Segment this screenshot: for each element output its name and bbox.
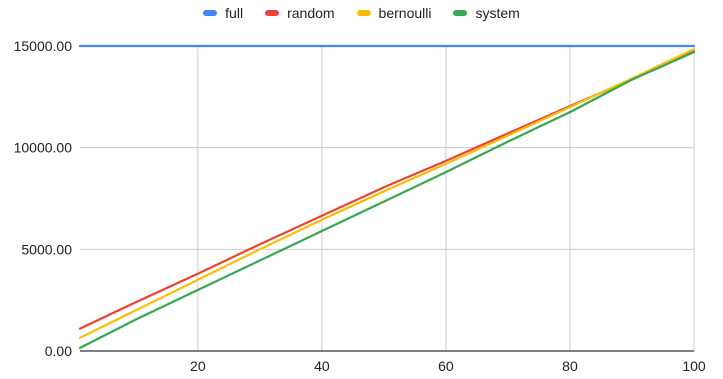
x-tick-label: 80	[562, 358, 578, 374]
x-tick-label: 40	[314, 358, 330, 374]
y-tick-label: 0.00	[45, 343, 72, 359]
legend-label: bernoulli	[378, 5, 432, 21]
y-tick-label: 5000.00	[21, 241, 72, 257]
legend-item-system: system	[453, 5, 520, 21]
x-tick-label: 20	[190, 358, 206, 374]
axes: 0.00 5000.00 10000.00 15000.00 20 40 60 80 100	[14, 38, 706, 374]
legend-swatch	[453, 10, 468, 16]
x-tick-label: 100	[682, 358, 706, 374]
legend-item-random: random	[265, 5, 335, 21]
legend-swatch	[265, 10, 280, 16]
series-lines	[78, 44, 696, 349]
series-line-system	[78, 50, 696, 349]
y-tick-label: 10000.00	[14, 140, 73, 156]
legend-item-full: full	[203, 5, 243, 21]
legend-swatch	[356, 10, 371, 16]
legend-label: system	[475, 5, 520, 21]
legend-label: full	[225, 5, 244, 21]
legend-label: random	[287, 5, 335, 21]
legend-item-bernoulli: bernoulli	[356, 5, 432, 21]
legend-swatch	[203, 10, 218, 16]
series-line-bernoulli	[78, 47, 696, 339]
x-tick-label: 60	[438, 358, 454, 374]
legend: full random bernoulli system	[0, 5, 723, 21]
y-tick-label: 15000.00	[14, 38, 73, 54]
